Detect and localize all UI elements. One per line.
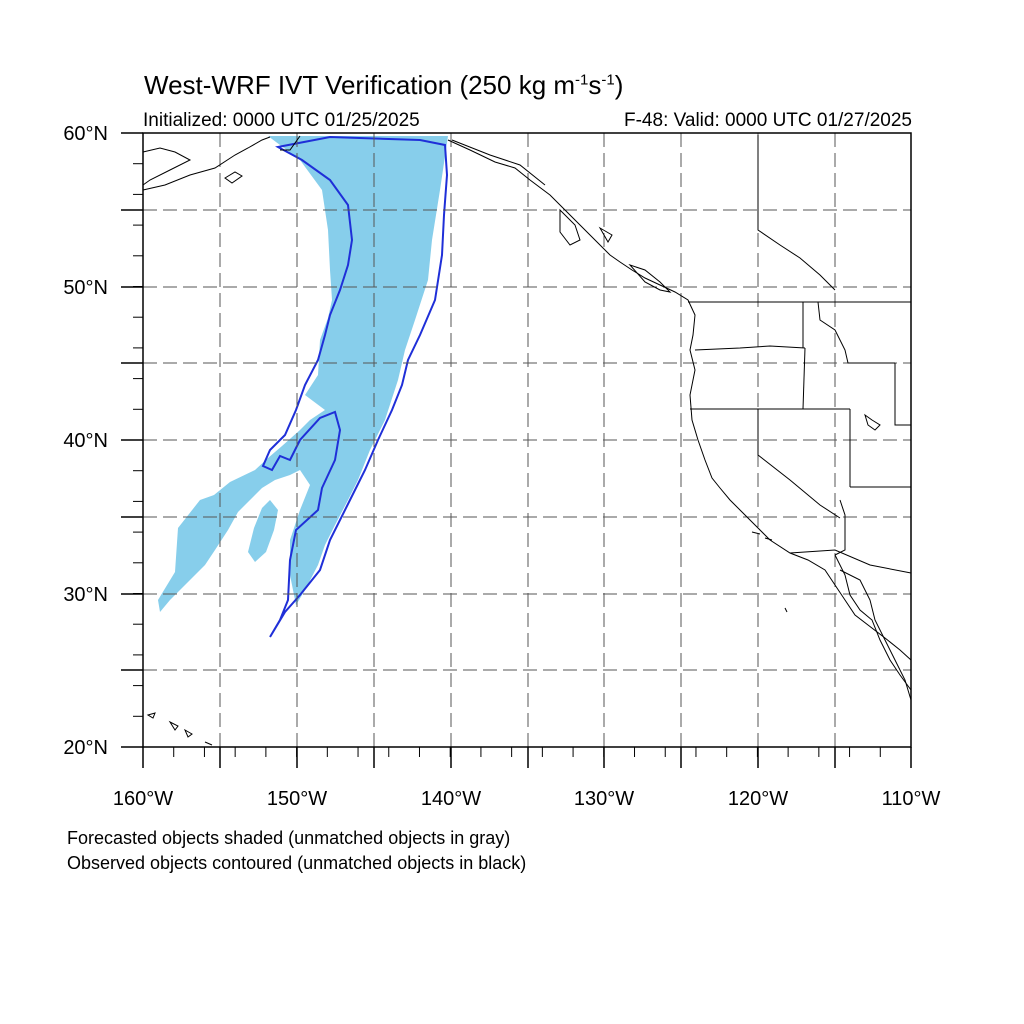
forecast-object: [158, 136, 448, 612]
lon-label-110: 110°W: [882, 788, 941, 810]
lon-label-160: 160°W: [113, 788, 173, 810]
observed-object: [261, 135, 449, 638]
valid-time: F-48: Valid: 0000 UTC 01/27/2025: [624, 110, 912, 131]
or-id-border: [802, 347, 806, 410]
forecast-object-lobe: [248, 500, 278, 562]
baja-gulf: [839, 569, 912, 701]
us-mexico-border: [789, 549, 912, 574]
hawaii-islands: [146, 712, 213, 746]
bc-islands: [559, 208, 672, 293]
lat-label-40: 40°N: [63, 430, 108, 452]
lon-label-130: 130°W: [574, 788, 634, 810]
wy-box: [894, 363, 911, 426]
observed-note: Observed objects contoured (unmatched ob…: [67, 853, 527, 873]
az-border: [834, 486, 911, 556]
lat-label-30: 30°N: [63, 584, 108, 606]
legend-notes: Forecasted objects shaded (unmatched obj…: [67, 826, 526, 876]
great-salt-lake: [864, 413, 881, 431]
baja-coast: [834, 554, 912, 691]
lon-labels: 160°W 150°W 140°W 130°W 120°W 110°W: [113, 788, 941, 810]
forecast-note: Forecasted objects shaded (unmatched obj…: [67, 828, 511, 848]
observed-contour: [261, 135, 449, 638]
kodiak-island: [224, 171, 243, 184]
wa-or-border: [694, 345, 806, 351]
us-state-borders: [451, 135, 912, 574]
ca-nv-border: [757, 409, 841, 519]
map-title: West-WRF IVT Verification (250 kg m-1s-1…: [144, 70, 624, 100]
lat-label-50: 50°N: [63, 277, 108, 299]
bc-alaska-border: [451, 135, 836, 291]
coastlines: [142, 135, 912, 746]
gulf-of-alaska-coast: [280, 135, 912, 661]
lat-lon-grid: [143, 133, 911, 747]
alaska-peninsula: [142, 136, 271, 191]
lat-label-60: 60°N: [63, 123, 108, 145]
forecast-object-main: [158, 136, 448, 612]
channel-islands: [751, 531, 788, 613]
minor-ticks: [133, 132, 912, 757]
lat-label-20: 20°N: [63, 737, 108, 759]
alaska-coast: [142, 147, 192, 186]
lon-label-120: 120°W: [728, 788, 788, 810]
lat-labels: 60°N 50°N 40°N 30°N 20°N: [63, 123, 108, 759]
lon-label-150: 150°W: [267, 788, 327, 810]
lon-label-140: 140°W: [421, 788, 481, 810]
id-mt-border: [817, 301, 895, 364]
initialized-time: Initialized: 0000 UTC 01/25/2025: [143, 110, 420, 131]
axis-ticks: [121, 132, 912, 768]
